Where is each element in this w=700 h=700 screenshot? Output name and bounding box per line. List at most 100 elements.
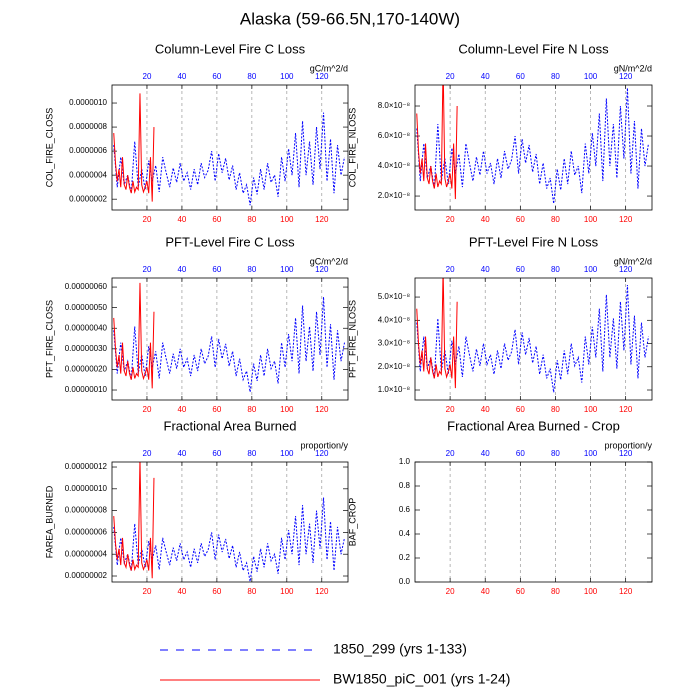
- x-tick-label-top: 20: [446, 72, 455, 81]
- panel-title: PFT-Level Fire N Loss: [469, 234, 599, 249]
- y-tick-label: 4.0×10⁻⁸: [378, 161, 410, 170]
- x-tick-label-top: 60: [516, 449, 525, 458]
- x-tick-label-top: 40: [481, 449, 490, 458]
- series-line: [113, 497, 345, 582]
- x-tick-label-top: 120: [315, 72, 329, 81]
- plot-frame: [111, 461, 349, 583]
- x-tick-label-bottom: 120: [315, 215, 329, 224]
- x-tick-label-top: 120: [619, 72, 633, 81]
- x-tick-label-bottom: 60: [212, 587, 221, 596]
- y-tick-label: 0.0000002: [69, 194, 107, 203]
- series-line: [113, 462, 155, 579]
- plot-area: [113, 282, 345, 393]
- x-tick-label-top: 60: [516, 72, 525, 81]
- x-tick-label-bottom: 80: [551, 215, 560, 224]
- y-tick-label: 1.0×10⁻⁸: [378, 385, 410, 394]
- x-tick-label-top: 100: [280, 449, 294, 458]
- y-tick-label: 0.8: [399, 481, 411, 490]
- x-tick-label-bottom: 120: [315, 587, 329, 596]
- panel-title: Fractional Area Burned: [164, 418, 297, 433]
- units-label: proportion/y: [300, 440, 348, 450]
- plot-area: [416, 85, 649, 204]
- series-line: [113, 282, 155, 389]
- x-tick-label-bottom: 20: [143, 405, 152, 414]
- x-tick-label-top: 20: [446, 449, 455, 458]
- x-tick-label-bottom: 100: [584, 587, 598, 596]
- y-tick-label: 0.00000050: [65, 303, 108, 312]
- units-label: gN/m^2/d: [614, 256, 652, 266]
- y-tick-label: 8.0×10⁻⁸: [378, 101, 410, 110]
- x-tick-label-bottom: 80: [551, 587, 560, 596]
- x-tick-label-bottom: 60: [212, 215, 221, 224]
- units-label: gC/m^2/d: [310, 63, 348, 73]
- y-axis-label: PFT_FIRE_NLOSS: [347, 300, 357, 378]
- panel-title: Column-Level Fire N Loss: [458, 41, 609, 56]
- x-tick-label-top: 60: [212, 265, 221, 274]
- x-tick-label-bottom: 40: [481, 587, 490, 596]
- y-tick-label: 0.0: [399, 577, 411, 586]
- x-tick-label-bottom: 60: [516, 215, 525, 224]
- y-tick-label: 4.0×10⁻⁸: [378, 315, 410, 324]
- x-tick-label-bottom: 100: [280, 215, 294, 224]
- y-tick-label: 0.0000008: [69, 122, 107, 131]
- y-tick-label: 6.0×10⁻⁸: [378, 131, 410, 140]
- series-line: [416, 85, 458, 200]
- plot-area: [416, 278, 649, 393]
- x-tick-label-top: 100: [280, 265, 294, 274]
- y-tick-label: 2.0×10⁻⁸: [378, 362, 410, 371]
- plot-area: [113, 93, 345, 206]
- units-label: gC/m^2/d: [310, 256, 348, 266]
- x-tick-label-bottom: 120: [619, 215, 633, 224]
- plot-frame: [414, 277, 653, 401]
- y-axis-label: BAF_CROP: [347, 498, 357, 547]
- x-tick-label-top: 40: [177, 72, 186, 81]
- x-tick-label-bottom: 40: [481, 405, 490, 414]
- x-tick-label-top: 60: [212, 449, 221, 458]
- x-tick-label-top: 20: [446, 265, 455, 274]
- panel-title: Fractional Area Burned - Crop: [447, 418, 620, 433]
- x-tick-label-top: 20: [143, 265, 152, 274]
- y-tick-label: 0.0000006: [69, 146, 107, 155]
- y-tick-label: 0.00000010: [65, 484, 108, 493]
- series-line: [113, 93, 155, 202]
- y-tick-label: 0.00000002: [65, 571, 108, 580]
- x-tick-label-bottom: 80: [247, 215, 256, 224]
- y-tick-label: 0.00000040: [65, 323, 108, 332]
- x-tick-label-top: 80: [247, 449, 256, 458]
- y-tick-label: 0.00000008: [65, 506, 108, 515]
- x-tick-label-bottom: 40: [177, 215, 186, 224]
- plot-frame: [414, 84, 653, 211]
- x-tick-label-bottom: 80: [551, 405, 560, 414]
- x-tick-label-bottom: 120: [315, 405, 329, 414]
- x-tick-label-bottom: 100: [280, 405, 294, 414]
- x-tick-label-top: 40: [177, 449, 186, 458]
- y-tick-label: 5.0×10⁻⁸: [378, 292, 410, 301]
- x-tick-label-top: 100: [280, 72, 294, 81]
- y-tick-label: 0.4: [399, 529, 411, 538]
- units-label: proportion/y: [604, 440, 652, 450]
- x-tick-label-bottom: 80: [247, 587, 256, 596]
- x-tick-label-bottom: 20: [446, 587, 455, 596]
- legend-label: 1850_299 (yrs 1-133): [333, 641, 467, 657]
- x-tick-label-bottom: 60: [212, 405, 221, 414]
- x-tick-label-top: 60: [212, 72, 221, 81]
- legend-label: BW1850_piC_001 (yrs 1-24): [333, 671, 510, 687]
- y-axis-label: FAREA_BURNED: [44, 485, 54, 558]
- units-label: gN/m^2/d: [614, 63, 652, 73]
- y-axis-label: PFT_FIRE_CLOSS: [44, 300, 54, 378]
- x-tick-label-bottom: 80: [247, 405, 256, 414]
- y-tick-label: 0.00000020: [65, 365, 108, 374]
- y-tick-label: 0.00000030: [65, 344, 108, 353]
- x-tick-label-top: 40: [481, 265, 490, 274]
- plot-area: [113, 462, 345, 582]
- y-tick-label: 2.0×10⁻⁸: [378, 191, 410, 200]
- x-tick-label-bottom: 20: [143, 587, 152, 596]
- y-tick-label: 0.00000006: [65, 528, 108, 537]
- figure-title: Alaska (59-66.5N,170-140W): [240, 9, 460, 28]
- x-tick-label-top: 80: [551, 265, 560, 274]
- y-tick-label: 0.0000010: [69, 98, 107, 107]
- x-tick-label-top: 120: [619, 265, 633, 274]
- y-axis-label: COL_FIRE_CLOSS: [44, 108, 54, 188]
- x-tick-label-top: 80: [551, 72, 560, 81]
- x-tick-label-top: 80: [247, 72, 256, 81]
